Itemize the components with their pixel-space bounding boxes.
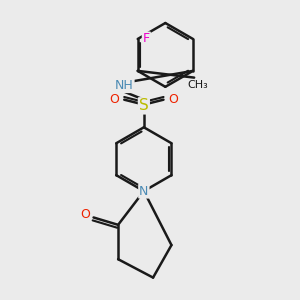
Text: O: O xyxy=(110,93,119,106)
Text: NH: NH xyxy=(115,79,134,92)
Text: S: S xyxy=(139,98,149,113)
Text: O: O xyxy=(80,208,90,221)
Text: N: N xyxy=(139,184,148,198)
Text: CH₃: CH₃ xyxy=(188,80,208,90)
Text: F: F xyxy=(143,32,150,46)
Text: O: O xyxy=(168,93,178,106)
